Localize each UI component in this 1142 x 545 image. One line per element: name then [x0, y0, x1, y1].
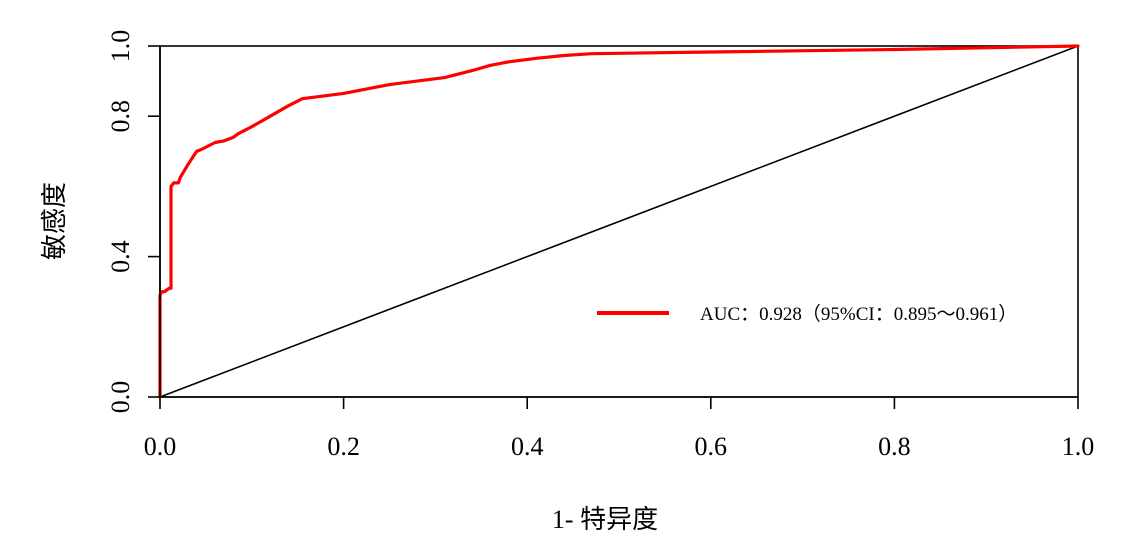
- x-axis: 0.0 0.2 0.4 0.6 0.8 1.0: [144, 396, 1095, 461]
- series-layer: [158, 44, 1080, 399]
- x-tick-label: 0.6: [695, 432, 728, 461]
- reference-diagonal-line: [159, 45, 1079, 398]
- y-tick-label: 1.0: [106, 30, 135, 63]
- y-tick-label: 0.4: [106, 240, 135, 273]
- y-axis: 0.0 0.4 0.8 1.0: [106, 30, 161, 414]
- roc-curve-line: [158, 44, 1080, 399]
- y-tick-label: 0.0: [106, 381, 135, 414]
- x-axis-title: 1- 特异度: [552, 505, 658, 534]
- legend: AUC：0.928（95%CI：0.895～0.961）: [597, 303, 1017, 325]
- y-tick-label: 0.8: [106, 100, 135, 133]
- x-tick-label: 0.8: [878, 432, 911, 461]
- y-axis-title: 敏感度: [40, 182, 69, 260]
- x-tick-label: 0.4: [511, 432, 544, 461]
- x-tick-label: 1.0: [1062, 432, 1095, 461]
- legend-label-roc: AUC：0.928（95%CI：0.895～0.961）: [700, 303, 1017, 325]
- x-tick-label: 0.0: [144, 432, 177, 461]
- reference-layer: [159, 45, 1079, 398]
- x-tick-label: 0.2: [327, 432, 360, 461]
